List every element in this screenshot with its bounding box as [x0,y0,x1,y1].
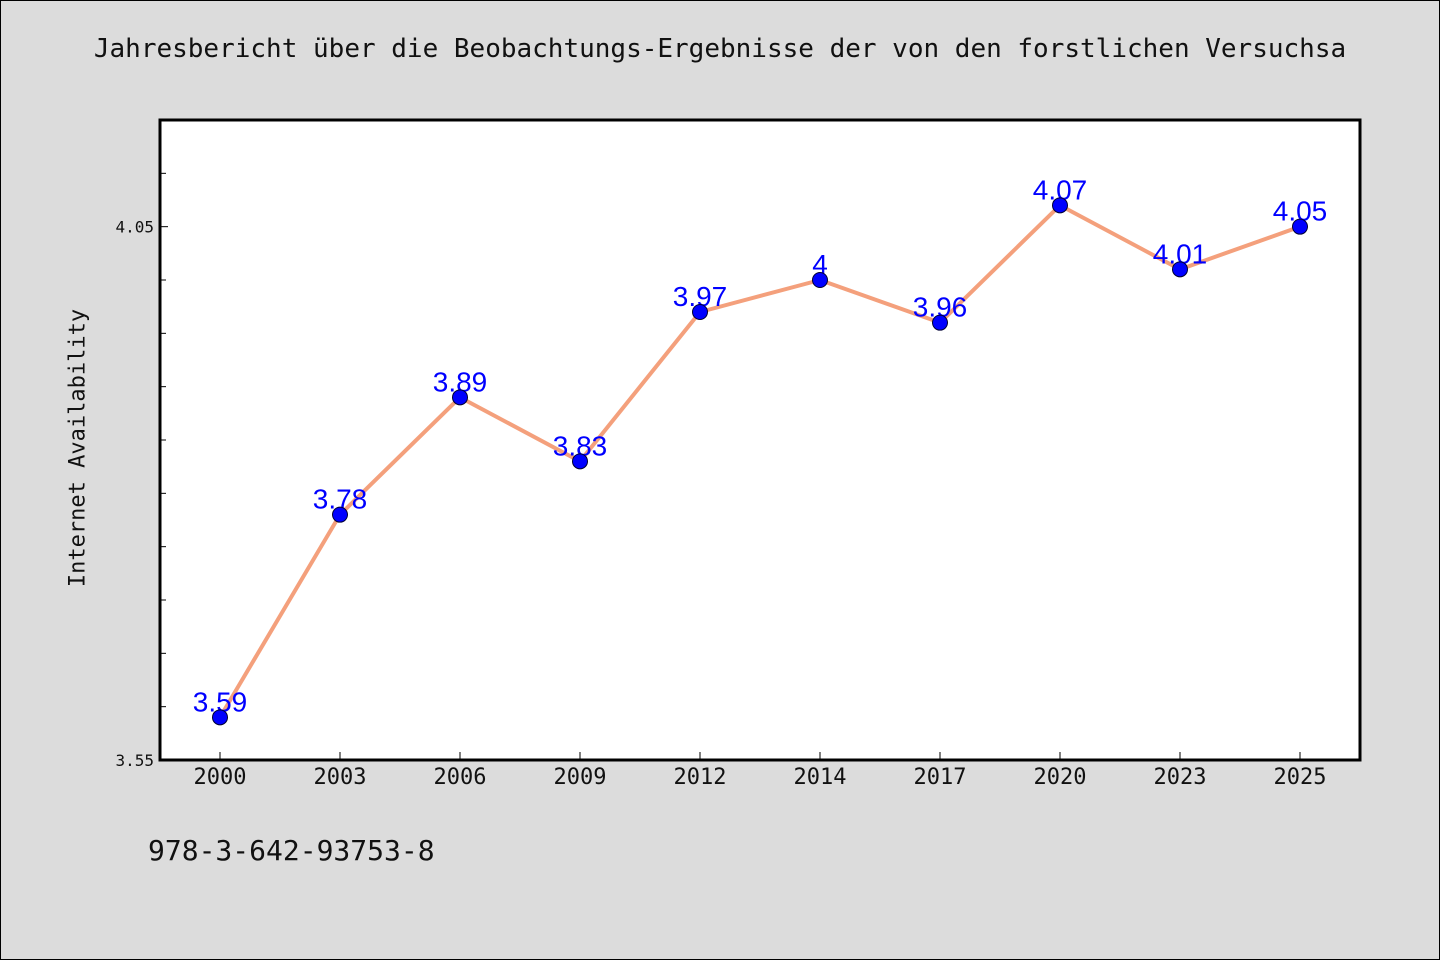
isbn-label: 978-3-642-93753-8 [148,834,435,867]
x-tick-label: 2000 [194,765,247,790]
y-tick-label: 4.05 [115,218,154,237]
x-tick-label: 2017 [914,765,967,790]
chart-title: Jahresbericht über die Beobachtungs-Erge… [93,34,1347,64]
series-line [218,203,1302,720]
x-tick-label: 2025 [1274,765,1327,790]
plot-border [158,118,1362,762]
data-point [692,304,708,320]
x-tick-label: 2023 [1154,765,1207,790]
x-tick-label: 2009 [554,765,607,790]
data-point [1172,261,1188,278]
data-label: 4 [812,249,828,280]
x-tick-label: 2020 [1034,765,1087,790]
data-point [1292,218,1308,235]
plot-area [160,120,1360,760]
data-point [332,506,348,523]
data-point [932,314,948,331]
x-tick-label: 2014 [794,765,847,790]
x-tick-label: 2003 [314,765,367,790]
data-point [452,389,468,406]
x-tick-label: 2012 [674,765,727,790]
x-tick-label: 2006 [434,765,487,790]
data-point [1052,197,1068,214]
data-point [572,453,588,470]
data-point [812,272,828,288]
data-point [212,709,228,726]
y-tick-label: 3.55 [115,751,154,770]
